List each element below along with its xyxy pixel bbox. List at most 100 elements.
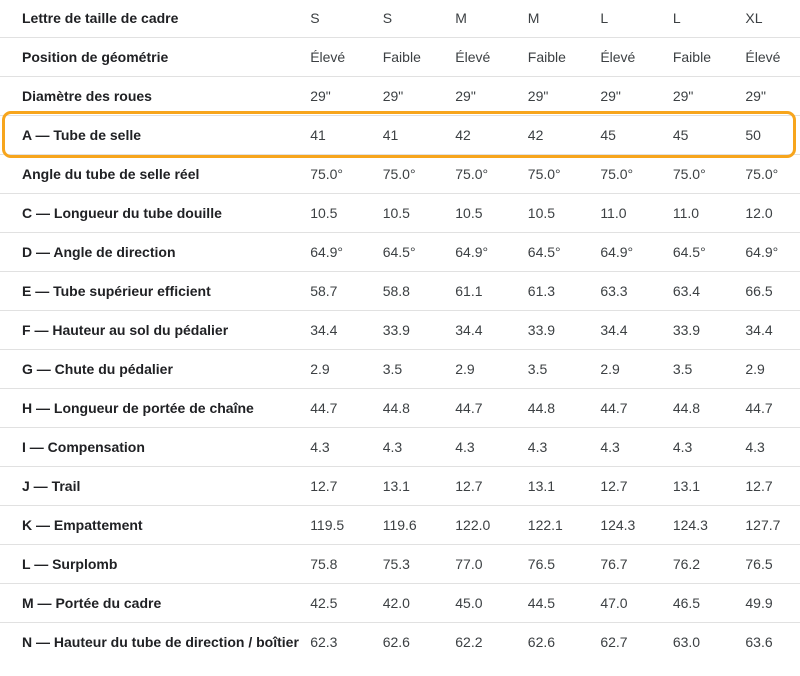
- geometry-table-body: Lettre de taille de cadre S S M M L L XL…: [0, 0, 800, 661]
- table-row[interactable]: E — Tube supérieur efficient 58.7 58.8 6…: [0, 270, 800, 310]
- cell-value: Faible: [672, 36, 746, 76]
- cell-value: 75.0°: [455, 153, 528, 193]
- cell-value: M: [527, 10, 540, 27]
- cell-value: 45.0: [455, 582, 528, 622]
- cell-value: 42: [527, 114, 601, 154]
- cell-value: 66.5: [745, 270, 800, 310]
- cell-value: L: [600, 10, 609, 27]
- cell-value: 29": [672, 75, 746, 115]
- cell-value: 63.3: [600, 270, 673, 310]
- cell-value: 124.3: [600, 504, 673, 544]
- cell-value: 2.9: [600, 348, 673, 388]
- cell-value: 4.3: [745, 426, 800, 466]
- table-row[interactable]: Lettre de taille de cadre S S M M L L XL: [0, 0, 800, 37]
- cell-value: 29": [600, 75, 673, 115]
- table-row[interactable]: Diamètre des roues 29" 29" 29" 29" 29" 2…: [0, 75, 800, 115]
- cell-value: 75.0°: [745, 153, 800, 193]
- cell-value: 41: [382, 114, 456, 154]
- cell-value: 64.9°: [455, 231, 528, 271]
- cell-value: 4.3: [310, 426, 383, 466]
- table-row[interactable]: K — Empattement 119.5 119.6 122.0 122.1 …: [0, 504, 800, 544]
- cell-value: 13.1: [672, 465, 746, 505]
- cell-value: 75.0°: [672, 153, 746, 193]
- table-row[interactable]: F — Hauteur au sol du pédalier 34.4 33.9…: [0, 309, 800, 349]
- cell-value: 58.8: [382, 270, 456, 310]
- table-row[interactable]: H — Longueur de portée de chaîne 44.7 44…: [0, 387, 800, 427]
- table-row[interactable]: N — Hauteur du tube de direction / boîti…: [0, 621, 800, 661]
- row-label: M — Portée du cadre: [0, 582, 311, 622]
- cell-value: 76.2: [672, 543, 746, 583]
- cell-value: 122.1: [527, 504, 601, 544]
- row-label: G — Chute du pédalier: [0, 348, 311, 388]
- cell-value: 10.5: [455, 192, 528, 232]
- cell-value: 13.1: [382, 465, 456, 505]
- cell-value: 122.0: [455, 504, 528, 544]
- cell-value: 62.6: [527, 621, 601, 661]
- table-row[interactable]: D — Angle de direction 64.9° 64.5° 64.9°…: [0, 231, 800, 271]
- table-row[interactable]: J — Trail 12.7 13.1 12.7 13.1 12.7 13.1 …: [0, 465, 800, 505]
- geometry-table: Lettre de taille de cadre S S M M L L XL…: [0, 0, 800, 661]
- cell-value: 75.0°: [310, 153, 383, 193]
- table-row[interactable]: Angle du tube de selle réel 75.0° 75.0° …: [0, 153, 800, 193]
- cell-value: 34.4: [310, 309, 383, 349]
- cell-value: 33.9: [527, 309, 601, 349]
- table-row[interactable]: I — Compensation 4.3 4.3 4.3 4.3 4.3 4.3…: [0, 426, 800, 466]
- cell-value: Élevé: [600, 36, 673, 76]
- cell-value: 11.0: [672, 192, 746, 232]
- row-label: Position de géométrie: [0, 36, 311, 76]
- cell-value: 12.7: [310, 465, 383, 505]
- cell-value: 29": [455, 75, 528, 115]
- cell-value: 64.5°: [672, 231, 746, 271]
- cell-value: 119.6: [382, 504, 456, 544]
- cell-value: 58.7: [310, 270, 383, 310]
- cell-value: 64.5°: [527, 231, 601, 271]
- cell-value: 13.1: [527, 465, 601, 505]
- cell-value: 44.5: [527, 582, 601, 622]
- row-label: C — Longueur du tube douille: [0, 192, 311, 232]
- cell-value: 46.5: [672, 582, 746, 622]
- table-row[interactable]: Position de géométrie Élevé Faible Élevé…: [0, 36, 800, 76]
- cell-value: 34.4: [600, 309, 673, 349]
- cell-value: 29": [527, 75, 601, 115]
- table-row[interactable]: A — Tube de selle 41 41 42 42 45 45 50: [0, 114, 800, 154]
- cell-value: 75.8: [310, 543, 383, 583]
- cell-value: 10.5: [382, 192, 456, 232]
- table-row[interactable]: G — Chute du pédalier 2.9 3.5 2.9 3.5 2.…: [0, 348, 800, 388]
- cell-value: 42: [455, 114, 528, 154]
- cell-value: 12.0: [745, 192, 800, 232]
- cell-value: 75.0°: [382, 153, 456, 193]
- cell-value: 3.5: [672, 348, 746, 388]
- cell-value: 10.5: [527, 192, 601, 232]
- table-row[interactable]: M — Portée du cadre 42.5 42.0 45.0 44.5 …: [0, 582, 800, 622]
- table-row[interactable]: L — Surplomb 75.8 75.3 77.0 76.5 76.7 76…: [0, 543, 800, 583]
- cell-value: 4.3: [672, 426, 746, 466]
- row-label: A — Tube de selle: [0, 114, 311, 154]
- cell-value: 29": [310, 75, 383, 115]
- cell-value: 62.6: [382, 621, 456, 661]
- cell-value: 47.0: [600, 582, 673, 622]
- cell-value: M: [455, 10, 467, 27]
- row-label: L — Surplomb: [0, 543, 311, 583]
- cell-value: 44.7: [310, 387, 383, 427]
- cell-value: 45: [672, 114, 746, 154]
- row-label: H — Longueur de portée de chaîne: [0, 387, 311, 427]
- cell-value: 64.9°: [600, 231, 673, 271]
- cell-value: 124.3: [672, 504, 746, 544]
- cell-value: 63.0: [672, 621, 746, 661]
- cell-value: 75.3: [382, 543, 456, 583]
- cell-value: 34.4: [455, 309, 528, 349]
- cell-value: 75.0°: [527, 153, 601, 193]
- cell-value: Élevé: [455, 36, 528, 76]
- cell-value: 42.0: [382, 582, 456, 622]
- cell-value: L: [672, 10, 681, 27]
- cell-value: 75.0°: [600, 153, 673, 193]
- cell-value: 34.4: [745, 309, 800, 349]
- cell-value: 29": [745, 75, 800, 115]
- row-label: N — Hauteur du tube de direction / boîti…: [0, 621, 311, 661]
- cell-value: 2.9: [310, 348, 383, 388]
- cell-value: 44.8: [672, 387, 746, 427]
- cell-value: 10.5: [310, 192, 383, 232]
- cell-value: 119.5: [310, 504, 383, 544]
- cell-value: 76.7: [600, 543, 673, 583]
- table-row[interactable]: C — Longueur du tube douille 10.5 10.5 1…: [0, 192, 800, 232]
